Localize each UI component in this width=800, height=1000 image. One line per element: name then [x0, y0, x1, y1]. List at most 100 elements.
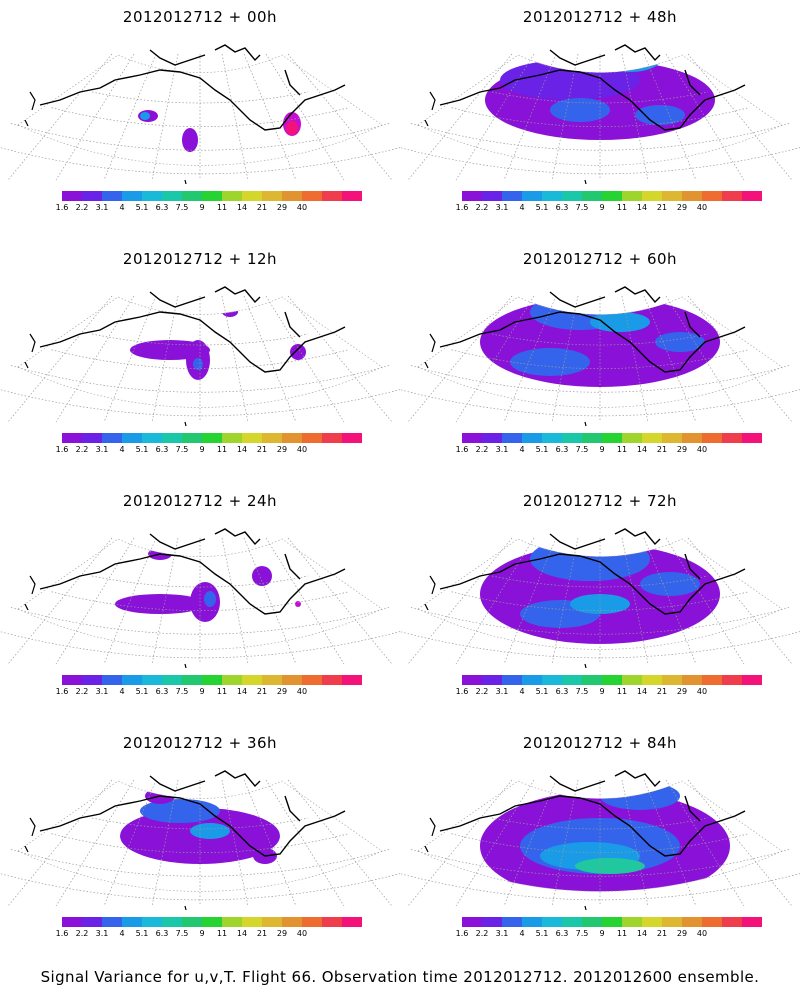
colorbar-segment [562, 433, 582, 443]
colorbar-segment [182, 917, 202, 927]
colorbar-segment [222, 191, 242, 201]
panel-title: 2012012712 + 24h [122, 492, 278, 510]
forecast-panel: 2012012712 + 00h 1.6 2.2 3.1 4 5.1 6.3 7.5 9 11 14… [0, 0, 400, 242]
colorbar-segment [742, 917, 762, 927]
variance-contour [290, 344, 306, 360]
colorbar-segment [202, 675, 222, 685]
colorbar-segment [682, 675, 702, 685]
islands [424, 333, 587, 427]
latitude-gridline [91, 575, 309, 588]
meridian-gridline [265, 537, 345, 665]
forecast-panel: 2012012712 + 60h 1.6 2.2 3.1 4 5.1 6.3 7.5 9 11 14… [400, 242, 800, 484]
meridian-gridline [7, 537, 113, 665]
variance-contour [140, 112, 150, 120]
colorbar-tick-label: 7.5 [575, 445, 589, 454]
colorbar-segment [122, 917, 142, 927]
variance-contour [594, 185, 606, 190]
meridian-gridline [665, 295, 745, 423]
colorbar-segment [522, 917, 542, 927]
forecast-panel: 2012012712 + 24h 1.6 2.2 3.1 4 5.1 6.3 7.5 9 11 14… [0, 484, 400, 726]
colorbar-tick-label: 6.3 [155, 929, 169, 938]
meridian-gridline [55, 295, 135, 423]
colorbar-tick-label: 11 [216, 203, 228, 212]
colorbar-tick-label: 2.2 [475, 687, 489, 696]
colorbar-tick-label: 11 [616, 687, 628, 696]
meridian-gridline [55, 779, 135, 907]
colorbar-segment [642, 675, 662, 685]
meridian-gridline [265, 779, 345, 907]
colorbar-segment [102, 433, 122, 443]
latitude-gridline [91, 333, 309, 346]
colorbar-tick-label: 5.1 [135, 445, 149, 454]
variance-contour [286, 121, 298, 135]
colorbar-tick-label: 29 [276, 687, 288, 696]
latitude-gridline [491, 333, 709, 346]
variance-contour [590, 312, 650, 332]
colorbar-segment [262, 917, 282, 927]
colorbar-segment [222, 675, 242, 685]
variance-contour [575, 858, 645, 874]
colorbar-tick-label: 3.1 [495, 687, 509, 696]
islands [424, 91, 587, 185]
latitude-gridline [51, 349, 349, 369]
colorbar-segment [482, 433, 502, 443]
colorbar-tick-label: 29 [276, 445, 288, 454]
colorbar-segment [302, 675, 322, 685]
colorbar-segment [302, 433, 322, 443]
colorbar-segment [462, 675, 482, 685]
colorbar-segment [722, 433, 742, 443]
colorbar-labels: 1.6 2.2 3.1 4 5.1 6.3 7.5 9 11 14 21 29 40 [456, 203, 762, 215]
map-frame [17, 538, 383, 650]
meridian-gridline [621, 537, 649, 665]
colorbar-tick-label: 11 [216, 445, 228, 454]
colorbar-tick-label: 2.2 [475, 203, 489, 212]
colorbar-tick-label: 6.3 [155, 445, 169, 454]
colorbar-tick-label: 29 [676, 203, 688, 212]
colorbar-tick-label: 7.5 [575, 687, 589, 696]
colorbar-tick-label: 14 [236, 929, 248, 938]
coastline [439, 286, 746, 373]
variance-contour [640, 572, 700, 596]
variance-contour [182, 128, 198, 152]
colorbar-tick-label: 3.1 [95, 687, 109, 696]
colorbar-tick-label: 14 [636, 687, 648, 696]
colorbar-tick-label: 14 [236, 203, 248, 212]
colorbar-tick-label: 21 [256, 687, 268, 696]
meridian-gridline [151, 537, 179, 665]
colorbar-tick-label: 5.1 [135, 929, 149, 938]
colorbar-tick-label: 3.1 [95, 203, 109, 212]
colorbar-labels: 1.6 2.2 3.1 4 5.1 6.3 7.5 9 11 14 21 29 40 [456, 687, 762, 699]
panel-title: 2012012712 + 84h [522, 734, 678, 752]
variance-contour [600, 782, 680, 810]
meridian-gridline [151, 295, 179, 423]
colorbar-tick-label: 1.6 [455, 445, 469, 454]
colorbar-tick-label: 3.1 [495, 445, 509, 454]
panel-title: 2012012712 + 00h [122, 8, 278, 26]
colorbar-segment [662, 191, 682, 201]
latitude-gridline [451, 349, 749, 369]
colorbar-tick-label: 6.3 [155, 687, 169, 696]
colorbar [462, 917, 762, 927]
meridian-gridline [221, 779, 249, 907]
meridian-gridline [151, 53, 179, 181]
colorbar-segment [622, 917, 642, 927]
variance-contour [570, 594, 630, 614]
colorbar [62, 675, 362, 685]
colorbar-segment [142, 675, 162, 685]
colorbar-segment [342, 675, 362, 685]
colorbar-tick-label: 40 [296, 929, 308, 938]
colorbar-tick-label: 29 [676, 445, 688, 454]
islands [24, 575, 187, 669]
latitude-gridline [451, 833, 749, 853]
colorbar-segment [542, 433, 562, 443]
colorbar-segment [62, 917, 82, 927]
colorbar-tick-label: 3.1 [495, 929, 509, 938]
polar-map [400, 286, 800, 427]
colorbar-labels: 1.6 2.2 3.1 4 5.1 6.3 7.5 9 11 14 21 29 40 [56, 687, 362, 699]
colorbar-tick-label: 2.2 [475, 929, 489, 938]
colorbar-segment [582, 917, 602, 927]
colorbar-segment [582, 191, 602, 201]
colorbar-segment [242, 917, 262, 927]
colorbar-tick-label: 21 [256, 445, 268, 454]
colorbar-segment [62, 191, 82, 201]
